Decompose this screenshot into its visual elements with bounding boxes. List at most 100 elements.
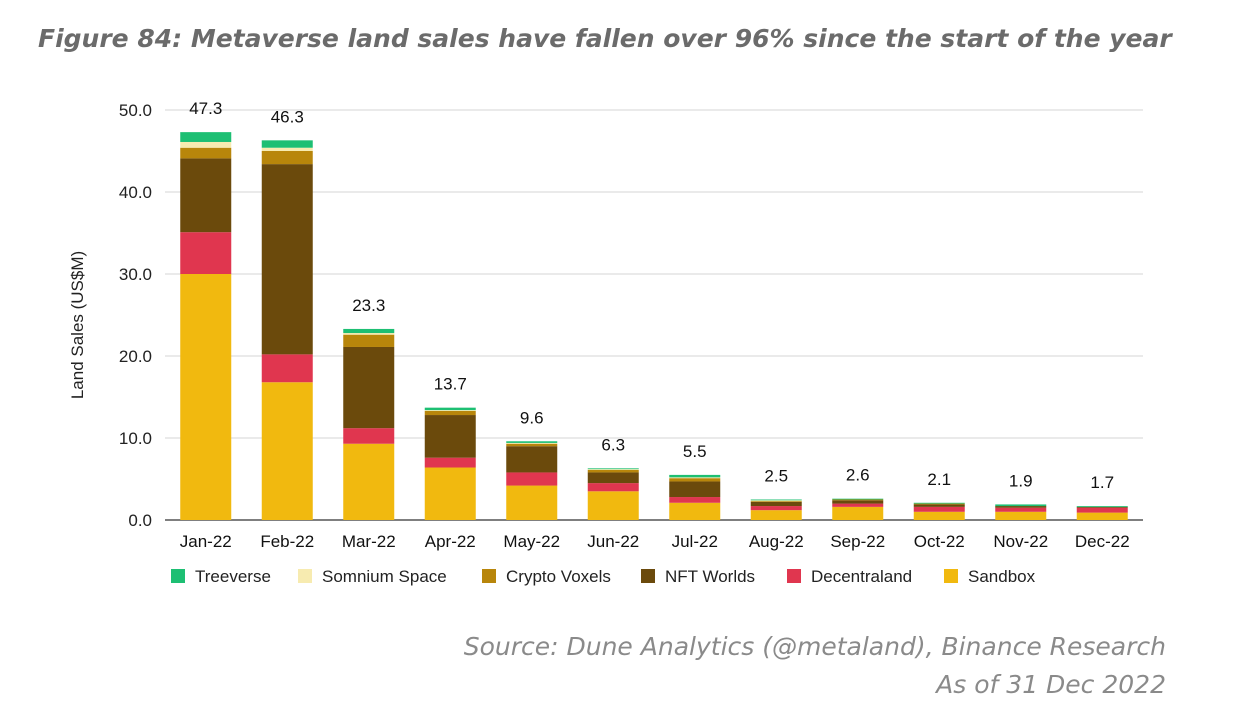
bar-crypto-voxels-jun-22 (587, 469, 639, 473)
bar-somnium-space-jul-22 (669, 477, 721, 479)
source-note: Source: Dune Analytics (@metaland), Bina… (464, 628, 1166, 704)
bar-crypto-voxels-apr-22 (424, 410, 476, 416)
bar-sandbox-feb-22 (261, 382, 313, 520)
x-tick-label: Jul-22 (672, 532, 718, 551)
bar-somnium-space-jan-22 (180, 141, 232, 148)
bar-treeverse-jan-22 (180, 132, 232, 142)
bar-sandbox-jul-22 (669, 502, 721, 520)
bar-sandbox-aug-22 (750, 510, 802, 520)
bar-sandbox-jan-22 (180, 274, 232, 520)
figure-title: Figure 84: Metaverse land sales have fal… (38, 24, 1172, 53)
bar-somnium-space-jun-22 (587, 469, 639, 470)
bar-decentraland-jan-22 (180, 232, 232, 274)
bar-sandbox-apr-22 (424, 467, 476, 520)
x-tick-label: Nov-22 (993, 532, 1048, 551)
total-label: 2.6 (846, 466, 870, 485)
bar-decentraland-may-22 (506, 472, 558, 486)
y-tick-label: 0.0 (128, 511, 152, 530)
bar-decentraland-jul-22 (669, 497, 721, 503)
legend-label-treeverse: Treeverse (195, 567, 271, 586)
as-of-line: As of 31 Dec 2022 (936, 670, 1166, 699)
x-tick-label: May-22 (503, 532, 560, 551)
bar-nft-worlds-sep-22 (832, 500, 884, 504)
legend-label-decentraland: Decentraland (811, 567, 912, 586)
bar-decentraland-apr-22 (424, 457, 476, 468)
bar-somnium-space-may-22 (506, 442, 558, 444)
legend-label-crypto-voxels: Crypto Voxels (506, 567, 611, 586)
total-label: 5.5 (683, 442, 707, 461)
y-tick-label: 50.0 (119, 101, 152, 120)
x-axis: Jan-22 Feb-22 Mar-22 Apr-22 May-22 Jun-22 Jul-… (180, 532, 1130, 551)
total-label: 2.1 (927, 470, 951, 489)
x-tick-label: Dec-22 (1075, 532, 1130, 551)
x-tick-label: Apr-22 (425, 532, 476, 551)
bar-crypto-voxels-may-22 (506, 443, 558, 447)
bar-treeverse-sep-22 (832, 498, 884, 500)
bar-nft-worlds-jun-22 (587, 472, 639, 484)
bar-somnium-space-feb-22 (261, 147, 313, 151)
x-tick-label: Jan-22 (180, 532, 232, 551)
total-label: 47.3 (189, 99, 222, 118)
bar-decentraland-mar-22 (343, 428, 395, 444)
bar-sandbox-nov-22 (995, 511, 1047, 520)
bar-nft-worlds-aug-22 (750, 501, 802, 507)
bar-treeverse-may-22 (506, 441, 558, 443)
total-label: 6.3 (601, 435, 625, 454)
bar-decentraland-aug-22 (750, 506, 802, 511)
bar-nft-worlds-feb-22 (261, 164, 313, 355)
bar-nft-worlds-may-22 (506, 446, 558, 473)
bar-crypto-voxels-oct-22 (913, 503, 965, 505)
bar-decentraland-sep-22 (832, 503, 884, 507)
x-tick-label: Oct-22 (914, 532, 965, 551)
bar-crypto-voxels-jan-22 (180, 147, 232, 159)
bar-treeverse-nov-22 (995, 504, 1047, 507)
x-tick-label: Sep-22 (830, 532, 885, 551)
bar-sandbox-oct-22 (913, 511, 965, 520)
legend-swatch-nft-worlds (641, 569, 655, 583)
bar-decentraland-feb-22 (261, 354, 313, 383)
bar-treeverse-dec-22 (1076, 506, 1128, 507)
legend-swatch-somnium-space (298, 569, 312, 583)
stacked-bar-chart: 0.0 10.0 20.0 30.0 40.0 50.0 47.3 46.3 23.3 13.7… (68, 99, 1143, 586)
bar-sandbox-may-22 (506, 485, 558, 520)
legend-label-nft-worlds: NFT Worlds (665, 567, 755, 586)
bar-crypto-voxels-aug-22 (750, 501, 802, 502)
bar-crypto-voxels-jul-22 (669, 478, 721, 482)
bar-treeverse-jun-22 (587, 468, 639, 470)
bar-treeverse-mar-22 (343, 328, 395, 334)
total-label: 46.3 (271, 107, 304, 126)
bar-nft-worlds-jan-22 (180, 158, 232, 233)
bar-nft-worlds-apr-22 (424, 415, 476, 458)
total-labels: 47.3 46.3 23.3 13.7 9.6 6.3 5.5 2.5 2.6 2.1 1.9 1.7 (189, 99, 1114, 492)
legend: Treeverse Somnium Space Crypto Voxels NFT W… (171, 567, 1036, 586)
total-label: 2.5 (764, 467, 788, 486)
bar-sandbox-mar-22 (343, 443, 395, 520)
x-tick-label: Aug-22 (749, 532, 804, 551)
y-tick-label: 30.0 (119, 265, 152, 284)
bar-sandbox-sep-22 (832, 506, 884, 520)
y-tick-label: 40.0 (119, 183, 152, 202)
bar-nft-worlds-oct-22 (913, 504, 965, 507)
x-tick-label: Feb-22 (260, 532, 314, 551)
bar-decentraland-nov-22 (995, 507, 1047, 512)
bar-crypto-voxels-sep-22 (832, 499, 884, 501)
x-tick-label: Mar-22 (342, 532, 396, 551)
source-line: Source: Dune Analytics (@metaland), Bina… (463, 632, 1166, 661)
bars (180, 132, 1128, 520)
total-label: 1.9 (1009, 471, 1033, 490)
bar-crypto-voxels-mar-22 (343, 334, 395, 347)
bar-nft-worlds-dec-22 (1076, 506, 1128, 508)
y-axis: 0.0 10.0 20.0 30.0 40.0 50.0 (119, 101, 152, 530)
legend-label-sandbox: Sandbox (968, 567, 1036, 586)
bar-treeverse-apr-22 (424, 407, 476, 411)
bar-treeverse-feb-22 (261, 140, 313, 148)
total-label: 1.7 (1090, 473, 1114, 492)
y-tick-label: 20.0 (119, 347, 152, 366)
y-tick-label: 10.0 (119, 429, 152, 448)
legend-label-somnium-space: Somnium Space (322, 567, 447, 586)
bar-somnium-space-aug-22 (750, 500, 802, 502)
total-label: 13.7 (434, 375, 467, 394)
bar-treeverse-jul-22 (669, 474, 721, 478)
legend-swatch-sandbox (944, 569, 958, 583)
legend-swatch-treeverse (171, 569, 185, 583)
